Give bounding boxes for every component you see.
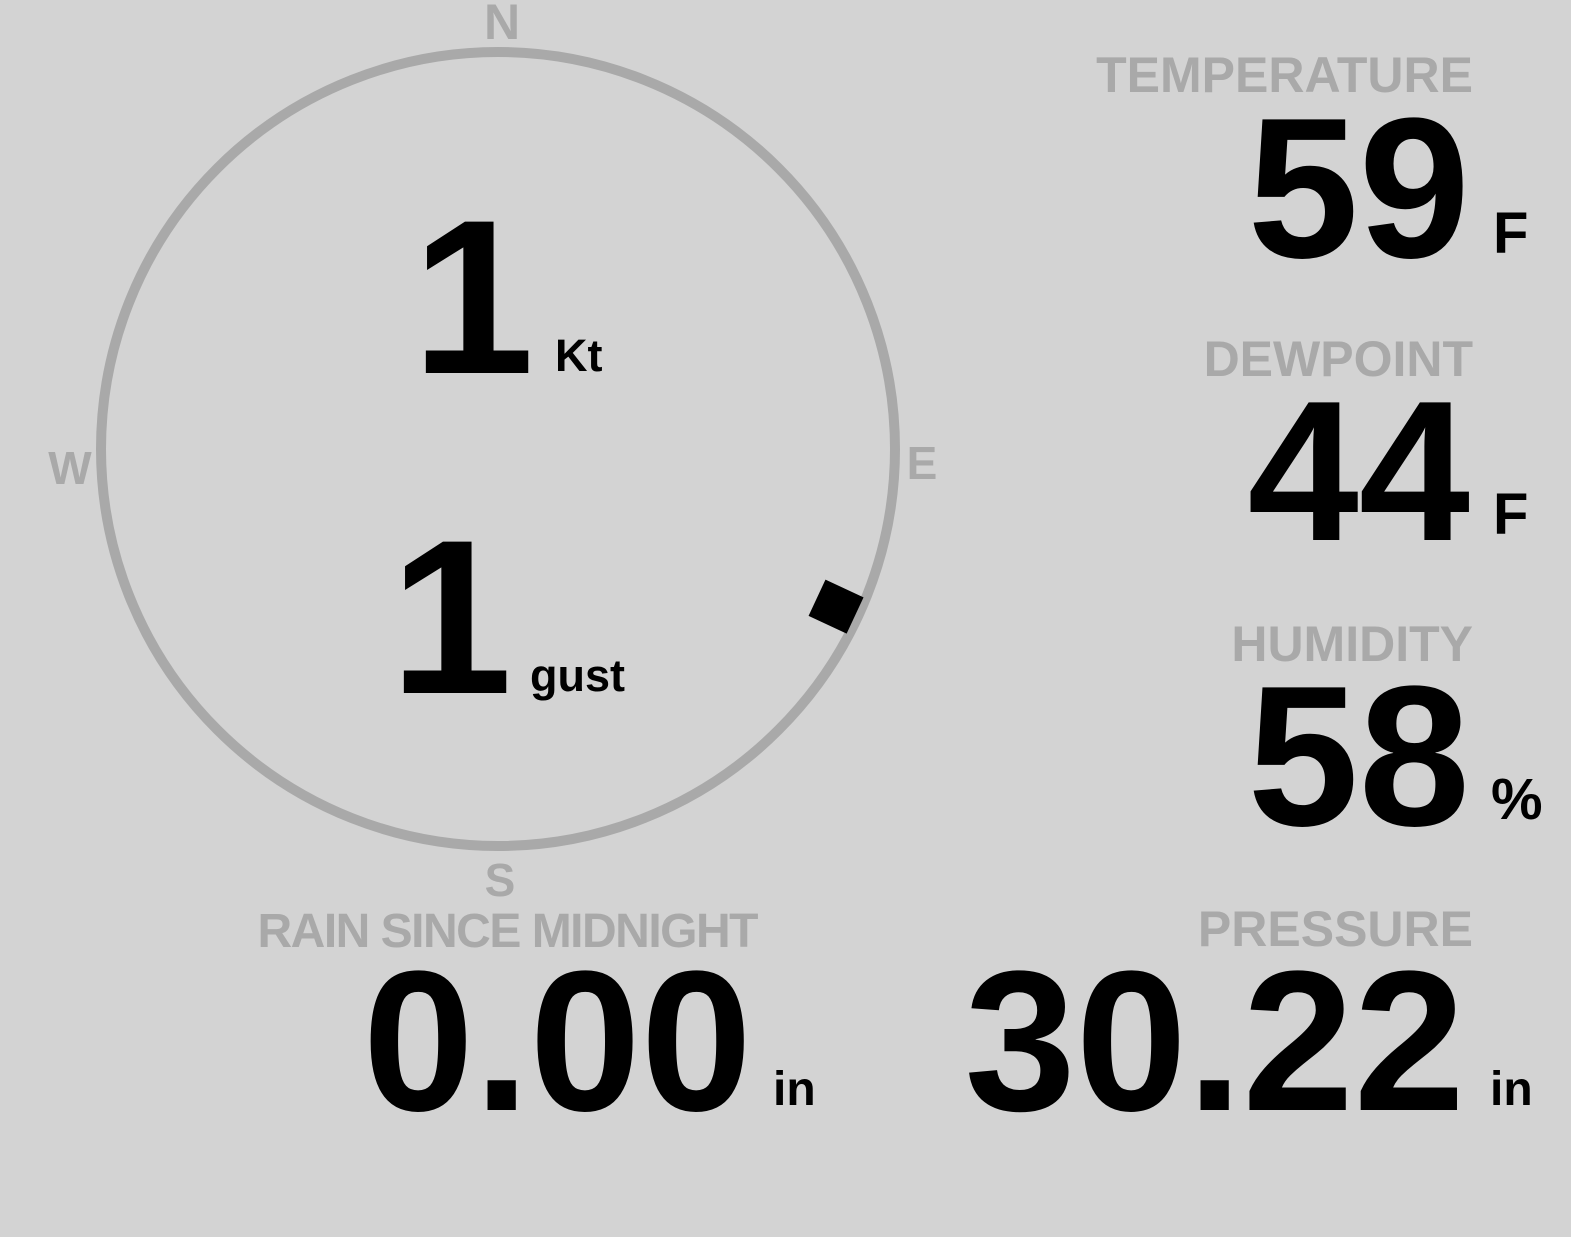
- compass-south-label: S: [484, 854, 516, 906]
- rain-unit: in: [773, 1063, 816, 1116]
- rain-label: RAIN SINCE MIDNIGHT: [257, 905, 759, 958]
- wind-speed-value: 1: [412, 174, 535, 420]
- compass-east-label: E: [906, 437, 938, 489]
- humidity-value: 58: [1247, 645, 1470, 868]
- dewpoint-value: 44: [1247, 360, 1470, 583]
- compass-north-label: N: [483, 0, 521, 50]
- wind-speed-unit: Kt: [555, 330, 603, 381]
- temperature-unit: F: [1493, 201, 1529, 266]
- dewpoint-label: DEWPOINT: [1203, 331, 1473, 387]
- wind-gust-unit: gust: [530, 650, 625, 701]
- temperature-label: TEMPERATURE: [1096, 47, 1473, 103]
- pressure-value: 30.22: [964, 930, 1466, 1153]
- compass-west-label: W: [48, 442, 92, 494]
- pressure-label: PRESSURE: [1197, 901, 1473, 957]
- wind-gust-value: 1: [390, 494, 513, 740]
- humidity-label: HUMIDITY: [1231, 616, 1473, 672]
- temperature-value: 59: [1247, 77, 1470, 300]
- wind-direction-marker: [808, 579, 864, 634]
- humidity-unit: %: [1491, 767, 1543, 832]
- pressure-unit: in: [1490, 1063, 1533, 1116]
- dewpoint-unit: F: [1493, 482, 1529, 547]
- compass-ring: [96, 47, 900, 851]
- rain-value: 0.00: [362, 930, 752, 1153]
